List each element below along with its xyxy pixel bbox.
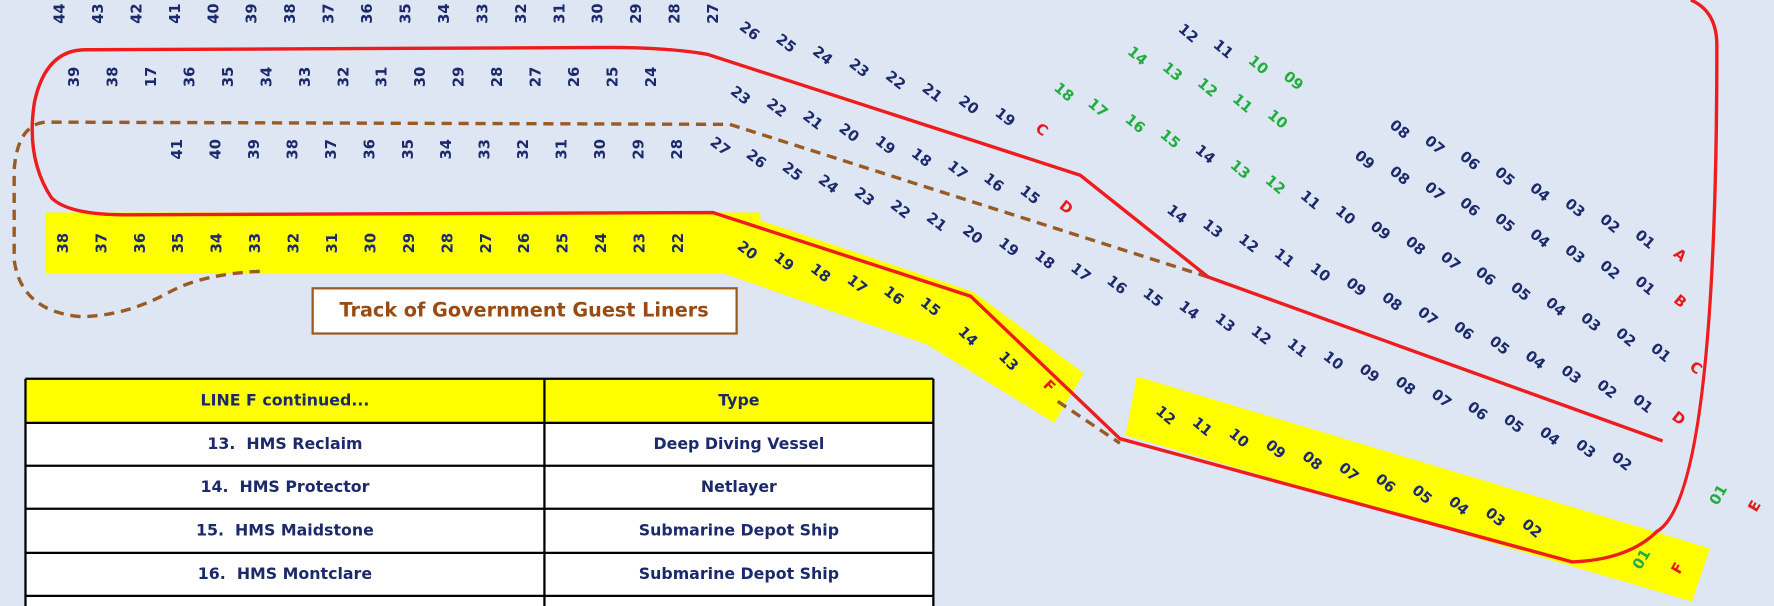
berth-label: 37	[93, 233, 110, 253]
table-cell: Submarine Depot Ship	[639, 520, 839, 539]
berth-label: 43	[90, 3, 107, 23]
berth-label: 36	[132, 233, 149, 253]
berth-label: 32	[515, 139, 532, 159]
berth-label: 28	[489, 67, 506, 87]
berth-label: 29	[401, 233, 418, 253]
highlight-band	[45, 212, 1084, 423]
caption-box	[311, 287, 738, 335]
table-header: LINE F continued...	[201, 390, 370, 409]
berth-label: 40	[205, 3, 222, 23]
berth-label: 31	[324, 233, 341, 253]
berth-label: 35	[400, 139, 417, 159]
berth-label: 30	[590, 3, 607, 23]
red-track	[30, 0, 1719, 564]
berth-label: 37	[323, 139, 340, 159]
berth-label: 35	[397, 3, 414, 23]
berth-label: 33	[474, 3, 491, 23]
berth-label: 32	[513, 3, 530, 23]
table-cell: 14. HMS Protector	[200, 477, 369, 496]
berth-label: 28	[667, 3, 684, 23]
berth-label: 26	[566, 67, 583, 87]
berth-label: 42	[128, 3, 145, 23]
table: LINE F continued... Type 13. HMS Reclaim De…	[24, 377, 935, 606]
berth-label: 34	[436, 3, 453, 23]
caption: Track of Government Guest Liners	[339, 298, 708, 321]
table-cell: 13. HMS Reclaim	[207, 434, 362, 453]
berth-label: 25	[555, 233, 572, 253]
berth-label: 23	[632, 233, 649, 253]
berth-label: 31	[554, 139, 571, 159]
berth-label: 34	[438, 139, 455, 159]
table-cell: 16. HMS Montclare	[198, 564, 372, 583]
berth-label: 35	[170, 233, 187, 253]
berth-label: 29	[630, 139, 647, 159]
berth-label: 38	[105, 67, 122, 87]
berth-label: 35	[220, 67, 237, 87]
berth-label: 36	[359, 3, 376, 23]
berth-label: 37	[321, 3, 338, 23]
berth-label: 30	[592, 139, 609, 159]
berth-label: 32	[286, 233, 303, 253]
berth-label: 28	[669, 139, 686, 159]
berth-label: 39	[66, 67, 83, 87]
table-cell: Netlayer	[701, 477, 777, 496]
berth-label: 27	[705, 3, 722, 23]
berth-label: 29	[628, 3, 645, 23]
table-cell: 15. HMS Maidstone	[196, 520, 374, 539]
berth-label: 32	[335, 67, 352, 87]
berth-label: 40	[208, 139, 225, 159]
table-header-bg	[25, 378, 934, 423]
berth-label: 26	[516, 233, 533, 253]
highlight-band	[1125, 376, 1711, 602]
berth-label: 38	[55, 233, 72, 253]
dashed-track	[12, 120, 1209, 445]
berth-label: 27	[478, 233, 495, 253]
berth-label: 39	[246, 139, 263, 159]
table-body-bg	[25, 422, 934, 606]
table-cell: Submarine Depot Ship	[639, 564, 839, 583]
berth-label: 33	[247, 233, 264, 253]
berth-label: 34	[258, 67, 275, 87]
berth-label: 31	[551, 3, 568, 23]
berth-label: 28	[439, 233, 456, 253]
berth-label: 36	[182, 67, 199, 87]
berth-label: 25	[604, 67, 621, 87]
berth-label: 39	[244, 3, 261, 23]
berth-label: 30	[362, 233, 379, 253]
berth-label: 30	[412, 67, 429, 87]
berth-label: 17	[143, 67, 160, 87]
berth-label: 41	[167, 3, 184, 23]
berth-label: 24	[643, 67, 660, 87]
berth-label: 41	[169, 139, 186, 159]
berth-label: 27	[528, 67, 545, 87]
berth-label: 38	[282, 3, 299, 23]
table-cell: Deep Diving Vessel	[653, 434, 824, 453]
berth-label: 24	[593, 233, 610, 253]
berth-label: 31	[374, 67, 391, 87]
berth-label: 44	[52, 3, 69, 23]
berth-label: 33	[477, 139, 494, 159]
berth-label: 33	[297, 67, 314, 87]
table-header: Type	[718, 390, 759, 409]
berth-label: 29	[451, 67, 468, 87]
berth-label: 22	[670, 233, 687, 253]
berth-label: 36	[361, 139, 378, 159]
berth-label: 34	[209, 233, 226, 253]
berth-label: 38	[284, 139, 301, 159]
